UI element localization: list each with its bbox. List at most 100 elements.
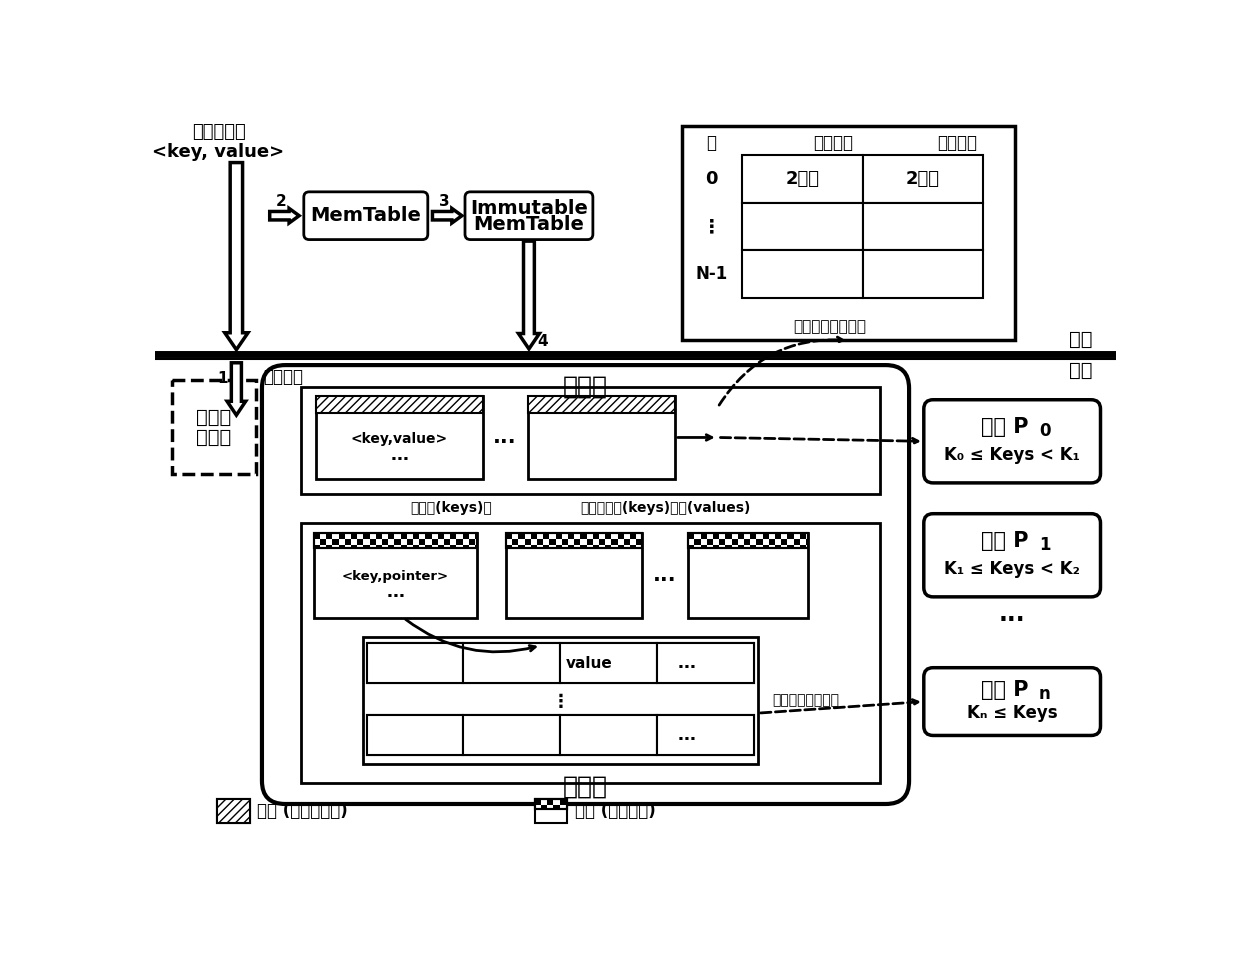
Bar	[701, 533, 707, 539]
Text: 键値数据对: 键値数据对	[192, 122, 246, 141]
Bar	[320, 539, 326, 545]
Bar	[376, 533, 382, 539]
Bar	[688, 545, 694, 548]
Text: Immutable: Immutable	[470, 199, 588, 218]
Bar	[367, 716, 464, 755]
Text: 4: 4	[538, 335, 548, 349]
Bar	[525, 539, 531, 545]
Bar	[543, 533, 549, 539]
Bar	[351, 545, 357, 548]
Bar	[506, 533, 642, 548]
Bar	[534, 798, 567, 823]
Bar	[351, 533, 357, 539]
Bar	[688, 533, 808, 548]
Bar	[863, 155, 982, 203]
Text: 存储値的日志文件: 存储値的日志文件	[771, 694, 839, 707]
Bar	[556, 533, 562, 539]
Bar	[345, 539, 351, 545]
Text: 无序层: 无序层	[563, 374, 608, 399]
Text: ...: ...	[492, 428, 516, 448]
Bar	[769, 539, 775, 545]
Bar	[531, 545, 537, 548]
Bar	[444, 539, 450, 545]
Bar	[370, 539, 376, 545]
Bar	[580, 533, 587, 539]
Bar	[314, 545, 320, 548]
Bar	[559, 798, 565, 805]
Text: 1: 1	[1039, 536, 1050, 554]
Bar	[316, 396, 482, 479]
Bar	[562, 539, 568, 545]
Bar	[565, 805, 567, 809]
Bar	[657, 643, 754, 683]
Bar	[738, 545, 744, 548]
Bar	[750, 545, 756, 548]
Bar	[630, 533, 636, 539]
Text: ...: ...	[999, 602, 1025, 626]
Bar	[363, 533, 370, 539]
Bar	[407, 539, 413, 545]
Bar	[301, 387, 880, 495]
Text: 2: 2	[277, 193, 286, 209]
Bar	[450, 533, 456, 539]
Bar	[456, 539, 463, 545]
FancyBboxPatch shape	[262, 365, 909, 804]
Bar	[556, 545, 562, 548]
Bar	[636, 539, 642, 545]
Text: ⋮: ⋮	[552, 694, 569, 711]
Bar	[560, 643, 657, 683]
Bar	[775, 545, 781, 548]
Bar	[425, 545, 432, 548]
Bar	[560, 716, 657, 755]
Text: 内存: 内存	[1069, 330, 1092, 349]
Bar	[326, 533, 332, 539]
Bar	[172, 381, 255, 475]
Bar	[725, 533, 732, 539]
Bar	[743, 203, 863, 251]
FancyArrow shape	[270, 209, 299, 223]
Bar	[534, 798, 541, 805]
Bar	[750, 533, 756, 539]
Bar	[314, 533, 476, 617]
Bar	[553, 805, 559, 809]
Bar	[763, 533, 769, 539]
Text: 先写日志: 先写日志	[263, 367, 304, 386]
Bar	[787, 533, 794, 539]
Bar	[707, 539, 713, 545]
Text: <key, value>: <key, value>	[153, 143, 285, 161]
Bar	[781, 539, 787, 545]
Text: value: value	[565, 656, 613, 671]
Bar	[367, 643, 754, 683]
Text: 桶: 桶	[707, 134, 717, 151]
Bar	[339, 545, 345, 548]
Text: 文件 (键和指针): 文件 (键和指针)	[575, 802, 656, 820]
Bar	[314, 533, 476, 548]
Bar	[394, 539, 401, 545]
Bar	[688, 533, 808, 617]
Bar	[438, 545, 444, 548]
Text: …: …	[677, 654, 696, 672]
Bar	[475, 533, 476, 539]
Bar	[512, 539, 518, 545]
FancyArrow shape	[433, 209, 463, 223]
Text: MemTable: MemTable	[310, 206, 422, 225]
Text: K₁ ≤ Keys < K₂: K₁ ≤ Keys < K₂	[944, 561, 1080, 578]
Bar	[357, 539, 363, 545]
Text: …: …	[677, 726, 696, 745]
Text: 分离存储键(keys)和値(values): 分离存储键(keys)和値(values)	[580, 501, 751, 515]
Bar	[528, 396, 675, 479]
Bar	[713, 545, 719, 548]
Bar	[599, 539, 605, 545]
Text: …: …	[391, 446, 408, 464]
Bar	[743, 155, 863, 203]
Bar	[413, 545, 419, 548]
Bar	[568, 533, 574, 539]
Bar	[800, 545, 806, 548]
Bar	[419, 539, 425, 545]
Bar	[534, 798, 567, 809]
Bar	[469, 539, 475, 545]
Text: 0: 0	[706, 169, 718, 188]
Bar	[725, 545, 732, 548]
Bar	[314, 533, 476, 548]
Text: 分区 P: 分区 P	[981, 531, 1028, 551]
